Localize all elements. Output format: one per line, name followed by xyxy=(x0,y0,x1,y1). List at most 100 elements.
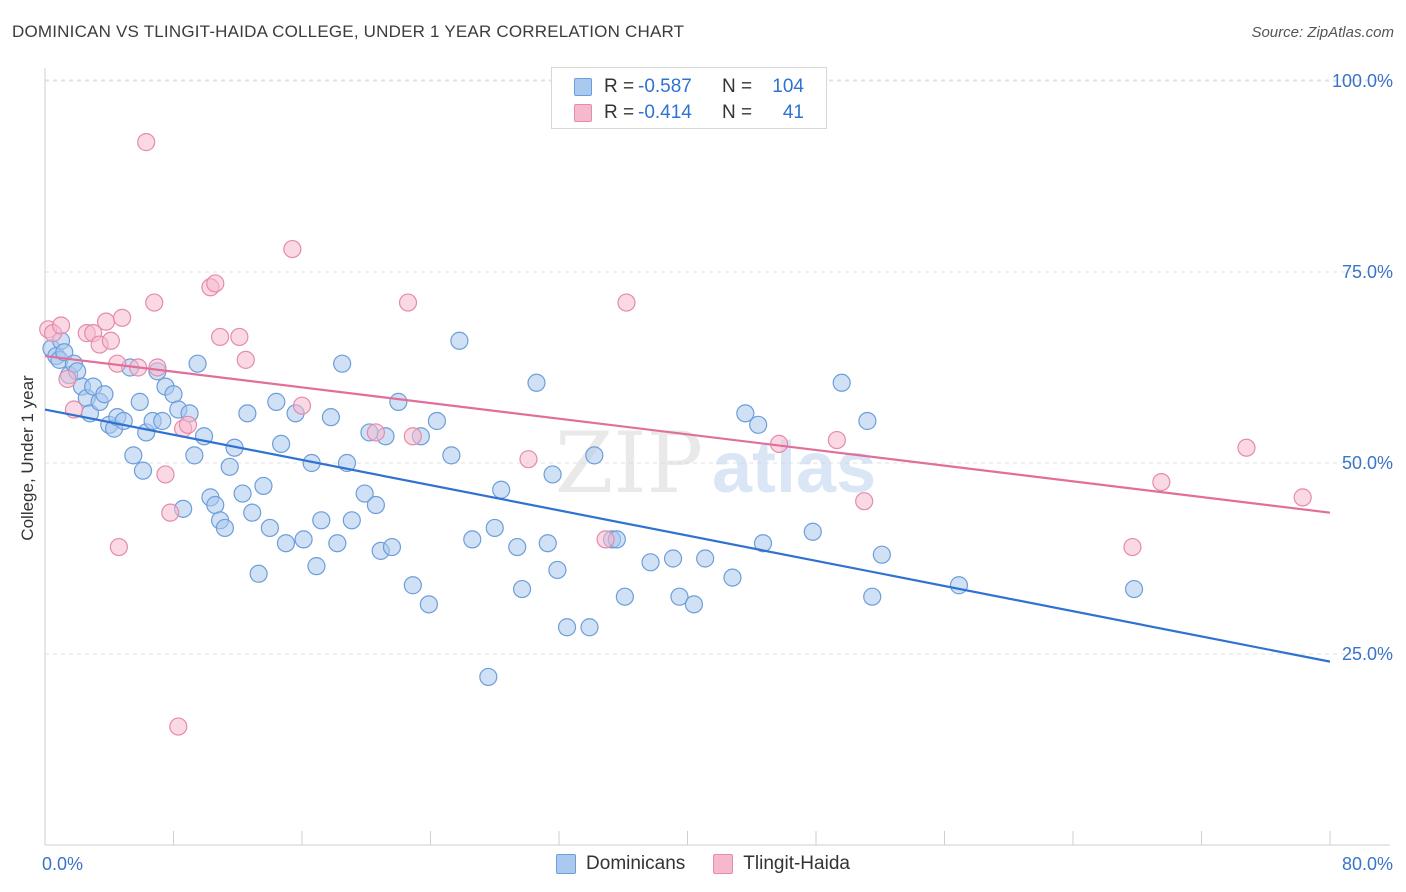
data-point xyxy=(543,465,562,484)
data-point xyxy=(148,358,167,377)
data-point xyxy=(527,373,546,392)
r-label: R = xyxy=(604,76,635,97)
data-point xyxy=(153,411,172,431)
data-point xyxy=(641,553,660,572)
legend-swatch-pink xyxy=(713,854,734,874)
data-point xyxy=(96,312,116,331)
x-tick-label: 80.0% xyxy=(1342,854,1393,874)
data-point xyxy=(832,373,851,392)
data-point xyxy=(272,434,291,453)
data-point xyxy=(156,465,175,484)
data-point xyxy=(508,537,527,557)
data-point xyxy=(1293,488,1312,507)
data-point xyxy=(1123,537,1142,557)
data-point xyxy=(233,484,252,503)
data-point xyxy=(164,385,183,404)
n-label: N = xyxy=(722,102,753,123)
data-point xyxy=(130,392,149,411)
legend-label-tlingit-haida: Tlingit-Haida xyxy=(743,853,850,874)
data-point xyxy=(557,618,577,637)
data-point xyxy=(684,595,704,614)
data-point xyxy=(101,331,120,350)
data-point xyxy=(403,576,422,595)
x-tick-label: 0.0% xyxy=(42,854,83,874)
data-point xyxy=(51,316,71,335)
data-point xyxy=(753,534,773,553)
data-point xyxy=(492,480,511,499)
data-point xyxy=(238,404,257,423)
data-point xyxy=(1152,473,1171,492)
n-label: N = xyxy=(722,76,753,97)
data-point xyxy=(485,518,504,538)
data-point xyxy=(210,327,230,347)
data-point xyxy=(419,595,438,614)
data-point xyxy=(450,331,469,350)
y-tick-label: 25.0% xyxy=(1342,644,1393,664)
series-legend: Dominicans Tlingit-Haida xyxy=(0,852,1406,876)
data-point xyxy=(580,618,599,637)
r-value: -0.587 xyxy=(638,76,692,97)
data-point xyxy=(398,293,418,312)
data-point xyxy=(670,587,689,606)
data-point xyxy=(617,293,636,312)
legend-item-tlingit-haida[interactable]: Tlingit-Haida xyxy=(713,853,850,875)
y-tick-label: 100.0% xyxy=(1332,71,1393,91)
trend-line xyxy=(44,354,1331,514)
data-point xyxy=(663,549,683,568)
data-point xyxy=(1124,579,1144,599)
data-point xyxy=(389,392,408,411)
chart-title: DOMINICAN VS TLINGIT-HAIDA COLLEGE, UNDE… xyxy=(12,22,685,41)
data-point xyxy=(382,537,402,557)
tick-labels: 25.0% 50.0% 75.0% 100.0% 0.0% 80.0% xyxy=(42,71,1393,874)
data-point xyxy=(519,450,538,469)
y-tick-label: 50.0% xyxy=(1342,453,1393,473)
data-point xyxy=(538,534,557,553)
data-point xyxy=(206,495,225,515)
data-point xyxy=(109,537,128,557)
data-point xyxy=(585,446,604,465)
legend-item-dominicans[interactable]: Dominicans xyxy=(556,853,685,875)
data-point xyxy=(855,492,874,511)
data-point xyxy=(949,576,969,595)
data-point xyxy=(596,530,615,549)
data-point xyxy=(307,557,326,576)
legend-swatch-blue xyxy=(556,854,577,874)
data-point xyxy=(236,350,255,369)
data-point xyxy=(124,446,143,465)
legend-row-tlingit-haida: R = -0.414 N = 41 xyxy=(574,101,804,125)
data-point xyxy=(95,385,114,404)
data-point xyxy=(863,587,882,606)
watermark-zip: ZIP xyxy=(555,414,703,512)
data-point xyxy=(292,396,312,415)
data-point xyxy=(827,430,846,450)
trend-line xyxy=(44,408,1331,663)
data-point xyxy=(463,530,482,549)
legend-swatch-pink xyxy=(574,104,592,122)
series-tlingit-haida-points xyxy=(39,133,1312,736)
data-point xyxy=(858,411,877,431)
n-value: 41 xyxy=(782,102,804,123)
data-point xyxy=(696,549,715,568)
data-point xyxy=(872,545,891,564)
legend-label-dominicans: Dominicans xyxy=(586,853,686,874)
data-point xyxy=(185,446,204,465)
data-point xyxy=(366,423,385,442)
y-tick-label: 75.0% xyxy=(1342,262,1393,282)
r-value: -0.414 xyxy=(638,102,692,123)
data-point xyxy=(267,392,286,411)
data-point xyxy=(133,461,153,480)
legend-row-dominicans: R = -0.587 N = 104 xyxy=(574,75,804,99)
data-point xyxy=(137,133,156,152)
data-point xyxy=(548,560,567,580)
data-point xyxy=(342,511,361,530)
data-point xyxy=(283,239,302,259)
source-label: Source: ZipAtlas.com xyxy=(1251,24,1394,41)
data-point xyxy=(178,415,198,434)
data-point xyxy=(112,308,132,327)
data-point xyxy=(260,518,279,538)
data-point xyxy=(442,446,461,465)
data-point xyxy=(366,495,385,515)
data-point xyxy=(161,503,180,522)
data-point xyxy=(254,476,273,496)
data-point xyxy=(169,717,188,736)
